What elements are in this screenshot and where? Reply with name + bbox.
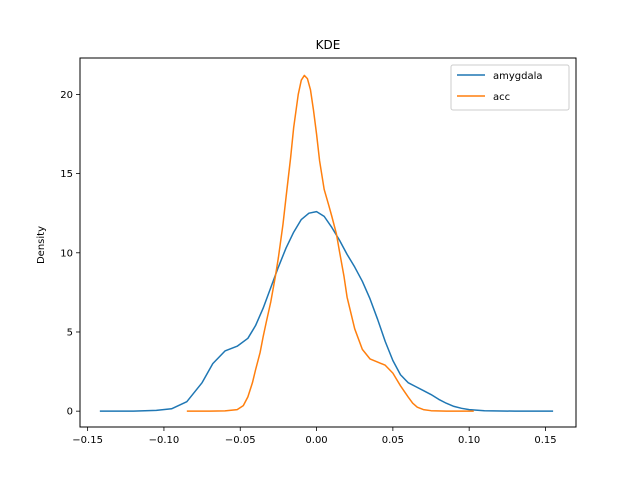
- x-tick-label: 0.10: [458, 435, 480, 446]
- x-tick-label: −0.15: [72, 435, 103, 446]
- chart-title: KDE: [316, 38, 341, 52]
- legend: amygdala acc: [450, 64, 570, 111]
- x-tick-label: −0.10: [149, 435, 180, 446]
- y-tick-label: 5: [67, 327, 73, 338]
- x-tick-label: 0.00: [305, 435, 327, 446]
- legend-label-amygdala: amygdala: [493, 71, 543, 82]
- y-axis-ticks: 0 5 10 15 20: [60, 90, 80, 418]
- x-tick-label: 0.05: [382, 435, 404, 446]
- legend-box: [450, 64, 570, 111]
- x-tick-label: 0.15: [534, 435, 556, 446]
- plot-area: [99, 74, 554, 412]
- y-tick-label: 10: [60, 248, 73, 259]
- axes-frame: [79, 57, 577, 428]
- x-axis-ticks: −0.15 −0.10 −0.05 0.00 0.05 0.10 0.15: [72, 427, 557, 446]
- y-axis-title: Density: [36, 226, 47, 264]
- series-line-acc: [186, 74, 474, 412]
- y-tick-label: 20: [60, 90, 73, 101]
- y-tick-label: 15: [60, 169, 73, 180]
- y-tick-label: 0: [67, 407, 73, 418]
- x-tick-label: −0.05: [225, 435, 256, 446]
- legend-label-acc: acc: [493, 92, 510, 103]
